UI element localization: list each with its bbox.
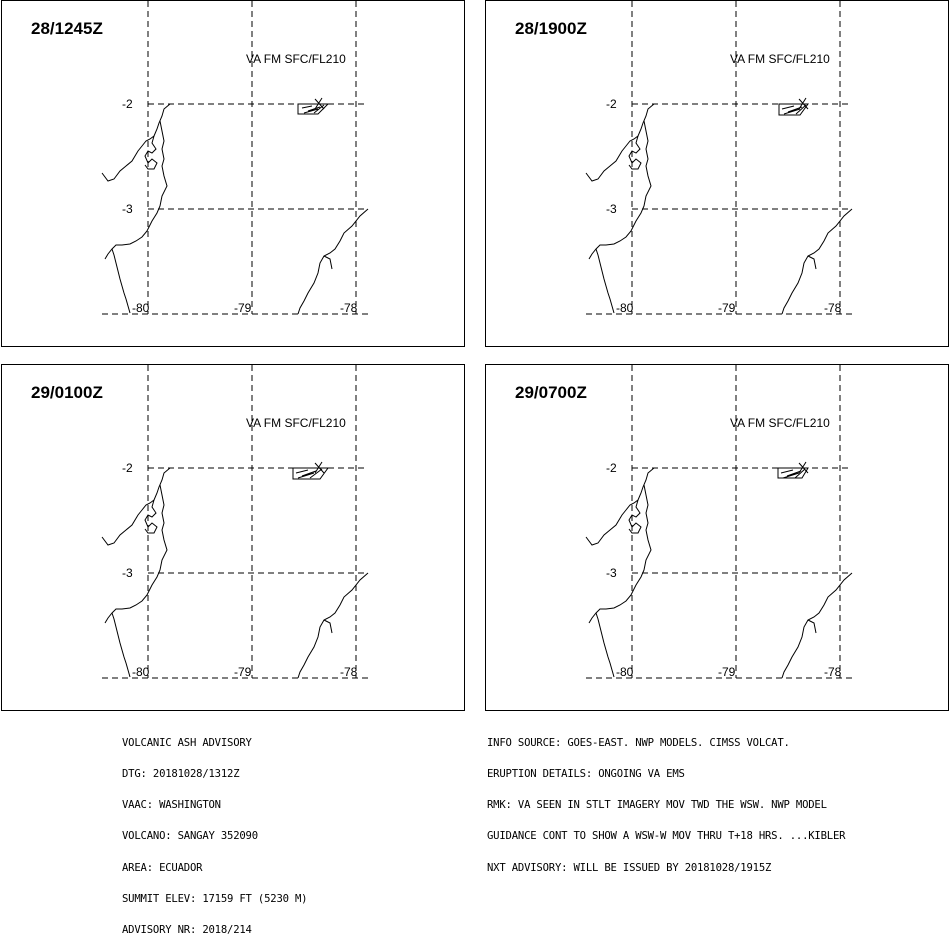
va-level-label: VA FM SFC/FL210 bbox=[730, 416, 830, 430]
va-level-label: VA FM SFC/FL210 bbox=[246, 52, 346, 66]
lon-label-minus80: -80 bbox=[616, 301, 634, 315]
lon-label-minus78: -78 bbox=[340, 665, 358, 679]
lat-label-minus3: -3 bbox=[122, 202, 133, 216]
advisory-line: NXT ADVISORY: WILL BE ISSUED BY 20181028… bbox=[487, 861, 772, 874]
advisory-line: VAAC: WASHINGTON bbox=[122, 799, 221, 812]
lon-label-minus79: -79 bbox=[234, 301, 252, 315]
advisory-line: SUMMIT ELEV: 17159 FT (5230 M) bbox=[122, 892, 308, 905]
lat-label-minus3: -3 bbox=[606, 566, 617, 580]
forecast-time-title: 29/0100Z bbox=[31, 383, 103, 402]
advisory-line: INFO SOURCE: GOES-EAST. NWP MODELS. CIMS… bbox=[487, 736, 790, 749]
advisory-line: RMK: VA SEEN IN STLT IMAGERY MOV TWD THE… bbox=[487, 799, 827, 812]
advisory-line: VOLCANO: SANGAY 352090 bbox=[122, 830, 258, 843]
advisory-line: DTG: 20181028/1312Z bbox=[122, 768, 240, 781]
lon-label-minus78: -78 bbox=[340, 301, 358, 315]
forecast-time-title: 29/0700Z bbox=[515, 383, 587, 402]
advisory-line: GUIDANCE CONT TO SHOW A WSW-W MOV THRU T… bbox=[487, 830, 846, 843]
map-panel-4: 29/0700Z VA FM SFC/FL210 -2 -3 -80 -79 -… bbox=[485, 364, 949, 711]
map-graphic bbox=[585, 365, 853, 679]
advisory-header-block: VOLCANIC ASH ADVISORY DTG: 20181028/1312… bbox=[122, 717, 308, 946]
advisory-remarks-block: INFO SOURCE: GOES-EAST. NWP MODELS. CIMS… bbox=[487, 717, 846, 883]
map-panel-3: 29/0100Z VA FM SFC/FL210 -2 -3 -80 -79 -… bbox=[1, 364, 465, 711]
map-panel-1: 28/1245Z VA FM SFC/FL210 -2 -3 -80 -79 -… bbox=[1, 0, 465, 347]
lon-label-minus79: -79 bbox=[234, 665, 252, 679]
lon-label-minus79: -79 bbox=[718, 301, 736, 315]
va-level-label: VA FM SFC/FL210 bbox=[730, 52, 830, 66]
advisory-line: AREA: ECUADOR bbox=[122, 861, 203, 874]
lat-label-minus2: -2 bbox=[122, 97, 133, 111]
map-graphic bbox=[101, 1, 369, 315]
lon-label-minus79: -79 bbox=[718, 665, 736, 679]
lat-label-minus2: -2 bbox=[606, 97, 617, 111]
va-level-label: VA FM SFC/FL210 bbox=[246, 416, 346, 430]
lat-label-minus3: -3 bbox=[122, 566, 133, 580]
forecast-time-title: 28/1900Z bbox=[515, 19, 587, 38]
forecast-time-title: 28/1245Z bbox=[31, 19, 103, 38]
lat-label-minus3: -3 bbox=[606, 202, 617, 216]
lat-label-minus2: -2 bbox=[122, 461, 133, 475]
advisory-line: ERUPTION DETAILS: ONGOING VA EMS bbox=[487, 768, 685, 781]
lon-label-minus78: -78 bbox=[824, 665, 842, 679]
lon-label-minus78: -78 bbox=[824, 301, 842, 315]
lat-label-minus2: -2 bbox=[606, 461, 617, 475]
map-graphic bbox=[585, 1, 853, 315]
advisory-line: VOLCANIC ASH ADVISORY bbox=[122, 736, 252, 749]
lon-label-minus80: -80 bbox=[132, 665, 150, 679]
lon-label-minus80: -80 bbox=[132, 301, 150, 315]
map-panel-2: 28/1900Z VA FM SFC/FL210 -2 -3 -80 -79 -… bbox=[485, 0, 949, 347]
advisory-line: ADVISORY NR: 2018/214 bbox=[122, 924, 252, 937]
map-graphic bbox=[101, 365, 369, 679]
lon-label-minus80: -80 bbox=[616, 665, 634, 679]
